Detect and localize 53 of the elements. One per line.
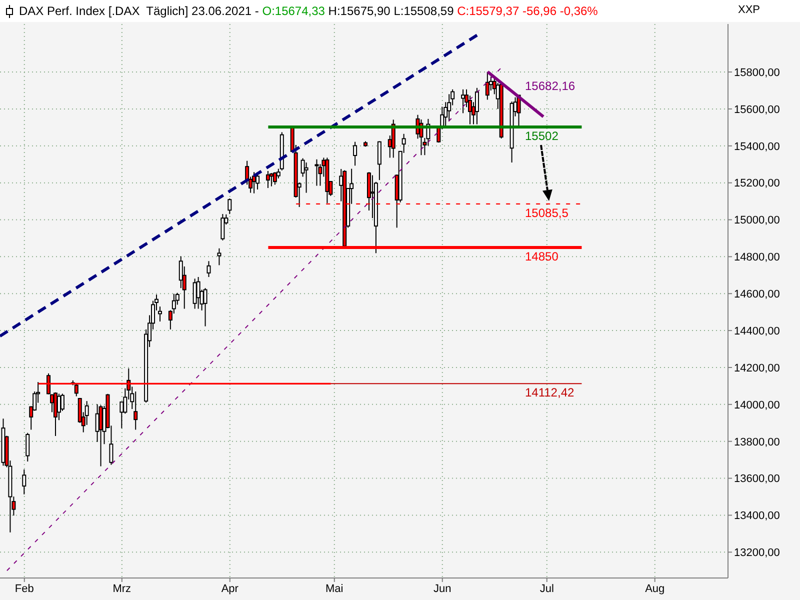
candlestick: [485, 71, 490, 100]
annotation: 14112,42: [525, 386, 574, 400]
annotation: 15502: [525, 129, 559, 144]
y-tick-label: 14800,00: [734, 252, 780, 264]
annotation: 14850: [525, 249, 559, 264]
y-tick-label: 15800,00: [734, 66, 780, 79]
y-tick-label: 15000,00: [734, 214, 780, 227]
y-tick-label: 14200,00: [734, 362, 780, 374]
y-tick-label: 15400,00: [734, 140, 780, 153]
candlestick: [158, 306, 162, 322]
candlestick: [474, 87, 479, 125]
candlestick: [314, 158, 319, 186]
y-tick-label: 14600,00: [734, 288, 780, 301]
x-tick-label: Jun: [434, 582, 452, 595]
x-tick-label: Apr: [221, 582, 239, 595]
candlestick: [196, 276, 200, 310]
candlestick: [447, 94, 452, 122]
x-tick-label: Mai: [326, 582, 344, 595]
y-tick-label: 13200,00: [734, 547, 780, 560]
y-tick-label: 14000,00: [734, 399, 780, 412]
candlestick: [53, 392, 58, 436]
candlestick: [272, 172, 277, 186]
x-tick-label: Aug: [645, 582, 665, 595]
y-tick-label: 13600,00: [734, 473, 780, 486]
candlestick: [461, 88, 466, 114]
candlestick: [220, 214, 225, 241]
y-tick-label: 15600,00: [734, 104, 780, 116]
y-tick-label: 13800,00: [734, 436, 780, 448]
candlestick: [217, 248, 222, 266]
candlestick: [192, 278, 197, 310]
y-tick-label: 15200,00: [734, 178, 780, 190]
x-tick-label: Feb: [14, 582, 34, 595]
candlestick: [22, 468, 26, 495]
text: C:15579,37 -56,96 -0,36%: [456, 4, 598, 18]
candlestick: [377, 140, 382, 181]
candlestick: [206, 260, 211, 278]
candlestick: [203, 288, 208, 327]
candlestick: [228, 198, 232, 215]
x-tick-label: Jul: [540, 582, 554, 595]
candlestick: [26, 432, 30, 462]
candlestick: [134, 390, 138, 430]
text: O:15674,33: [261, 4, 325, 18]
annotation: 15682,16: [525, 78, 576, 93]
annotation: 15085,5: [525, 206, 569, 220]
text: H:15675,90 L:15508,59: [327, 4, 454, 18]
candlestick: [304, 162, 308, 194]
y-axis-title: XXP: [738, 4, 760, 16]
y-tick-label: 14400,00: [734, 325, 780, 338]
candlestick: [266, 170, 270, 188]
chart-title: DAX Perf. Index [.DAX Täglich] 23.06.2021 -: [19, 4, 259, 18]
y-tick-label: 13400,00: [734, 510, 780, 522]
x-tick-label: Mrz: [112, 582, 132, 595]
candlestick: [353, 141, 358, 166]
